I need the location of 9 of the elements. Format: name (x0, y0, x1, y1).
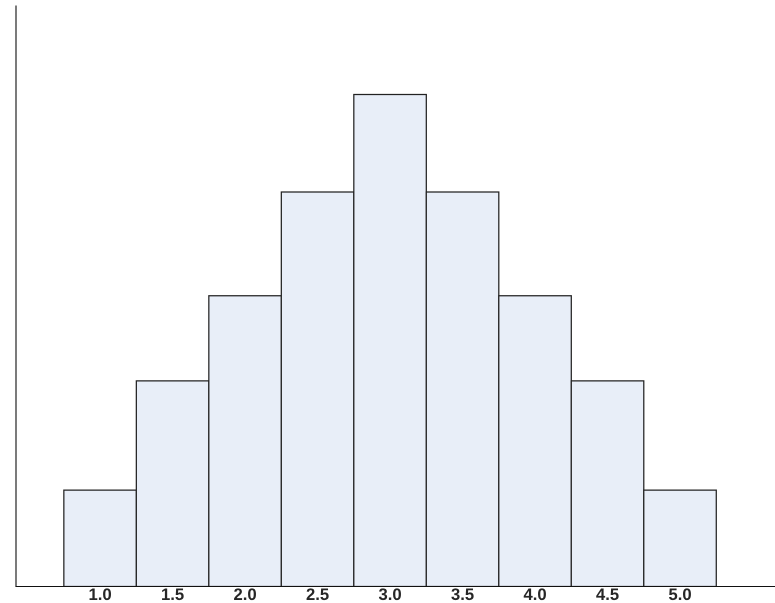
x-tick-label: 3.5 (451, 588, 474, 600)
x-tick-label: 3.0 (378, 588, 401, 600)
x-tick-label: 2.5 (306, 588, 329, 600)
x-tick-label: 2.0 (234, 588, 256, 600)
x-tick-label: 5.0 (668, 588, 691, 600)
x-tick-label: 1.0 (90, 588, 111, 600)
x-tick-label: 4.5 (596, 588, 619, 600)
x-tick-label: 4.0 (524, 588, 546, 600)
x-tick-label: 1.5 (162, 588, 184, 600)
